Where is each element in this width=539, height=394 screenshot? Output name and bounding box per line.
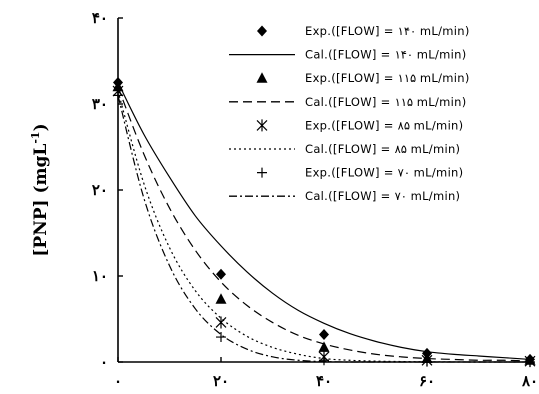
series-point-2 — [215, 293, 227, 304]
legend-label: Exp.([FLOW] = ۸۵ mL/min) — [305, 118, 463, 132]
legend-label: Exp.([FLOW] = ۱۱۵ mL/min) — [305, 71, 470, 85]
y-tick-label: ۰ — [100, 353, 108, 371]
y-tick-label: ۲۰ — [92, 181, 108, 199]
series-point-0 — [216, 268, 226, 280]
series-markers — [112, 77, 536, 368]
series-point-6 — [525, 357, 535, 367]
y-tick-label: ۴۰ — [92, 9, 108, 27]
series-point-6 — [113, 90, 123, 101]
legend-marker-2 — [256, 72, 268, 83]
axis-ticks: ۰ ۱۰ ۲۰ ۳۰ ۴۰ ۰ ۲۰ ۴۰ ۶۰ ۸۰ — [92, 9, 538, 390]
y-axis-label: [PNP] (mgL-1) — [29, 123, 51, 256]
y-axis-title: [PNP] (mgL-1) — [29, 123, 51, 256]
y-axis-title-sup: -1 — [29, 131, 42, 143]
legend-label: Cal.([FLOW] = ۱۴۰ mL/min) — [305, 48, 467, 62]
x-tick-label: ۶۰ — [419, 372, 435, 390]
series-point-0 — [319, 328, 329, 340]
legend-marker-4 — [256, 119, 268, 132]
x-tick-label: ۰ — [114, 372, 122, 390]
legend-label: Cal.([FLOW] = ۸۵ mL/min) — [305, 142, 460, 156]
x-tick-label: ۲۰ — [213, 372, 229, 390]
series-point-6 — [216, 332, 226, 343]
y-tick-label: ۳۰ — [92, 95, 108, 113]
series-line-1 — [117, 82, 531, 361]
x-tick-label: ۸۰ — [521, 372, 538, 390]
series-point-2 — [318, 341, 330, 352]
series-point-6 — [319, 355, 329, 366]
series-line-7 — [117, 95, 530, 363]
y-axis-title-tail: ) — [31, 123, 51, 131]
legend-label: Cal.([FLOW] = ۱۱۵ mL/min) — [305, 95, 467, 109]
legend: Exp.([FLOW] = ۱۴۰ mL/min) Cal.([FLOW] = ۱… — [229, 24, 470, 203]
y-axis-title-main: [PNP] (mgL — [31, 144, 51, 257]
legend-label: Cal.([FLOW] = ۷۰ mL/min) — [305, 189, 460, 203]
legend-label: Exp.([FLOW] = ۷۰ mL/min) — [305, 166, 463, 180]
legend-marker-6 — [257, 167, 267, 178]
legend-marker-0 — [257, 25, 267, 37]
legend-label: Exp.([FLOW] = ۱۴۰ mL/min) — [305, 24, 470, 38]
series-point-6 — [422, 356, 432, 367]
y-tick-label: ۱۰ — [92, 267, 108, 285]
series-point-4 — [215, 316, 227, 329]
x-tick-label: ۴۰ — [316, 372, 332, 390]
